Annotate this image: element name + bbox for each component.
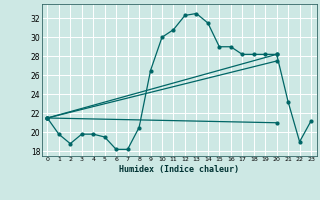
- X-axis label: Humidex (Indice chaleur): Humidex (Indice chaleur): [119, 165, 239, 174]
